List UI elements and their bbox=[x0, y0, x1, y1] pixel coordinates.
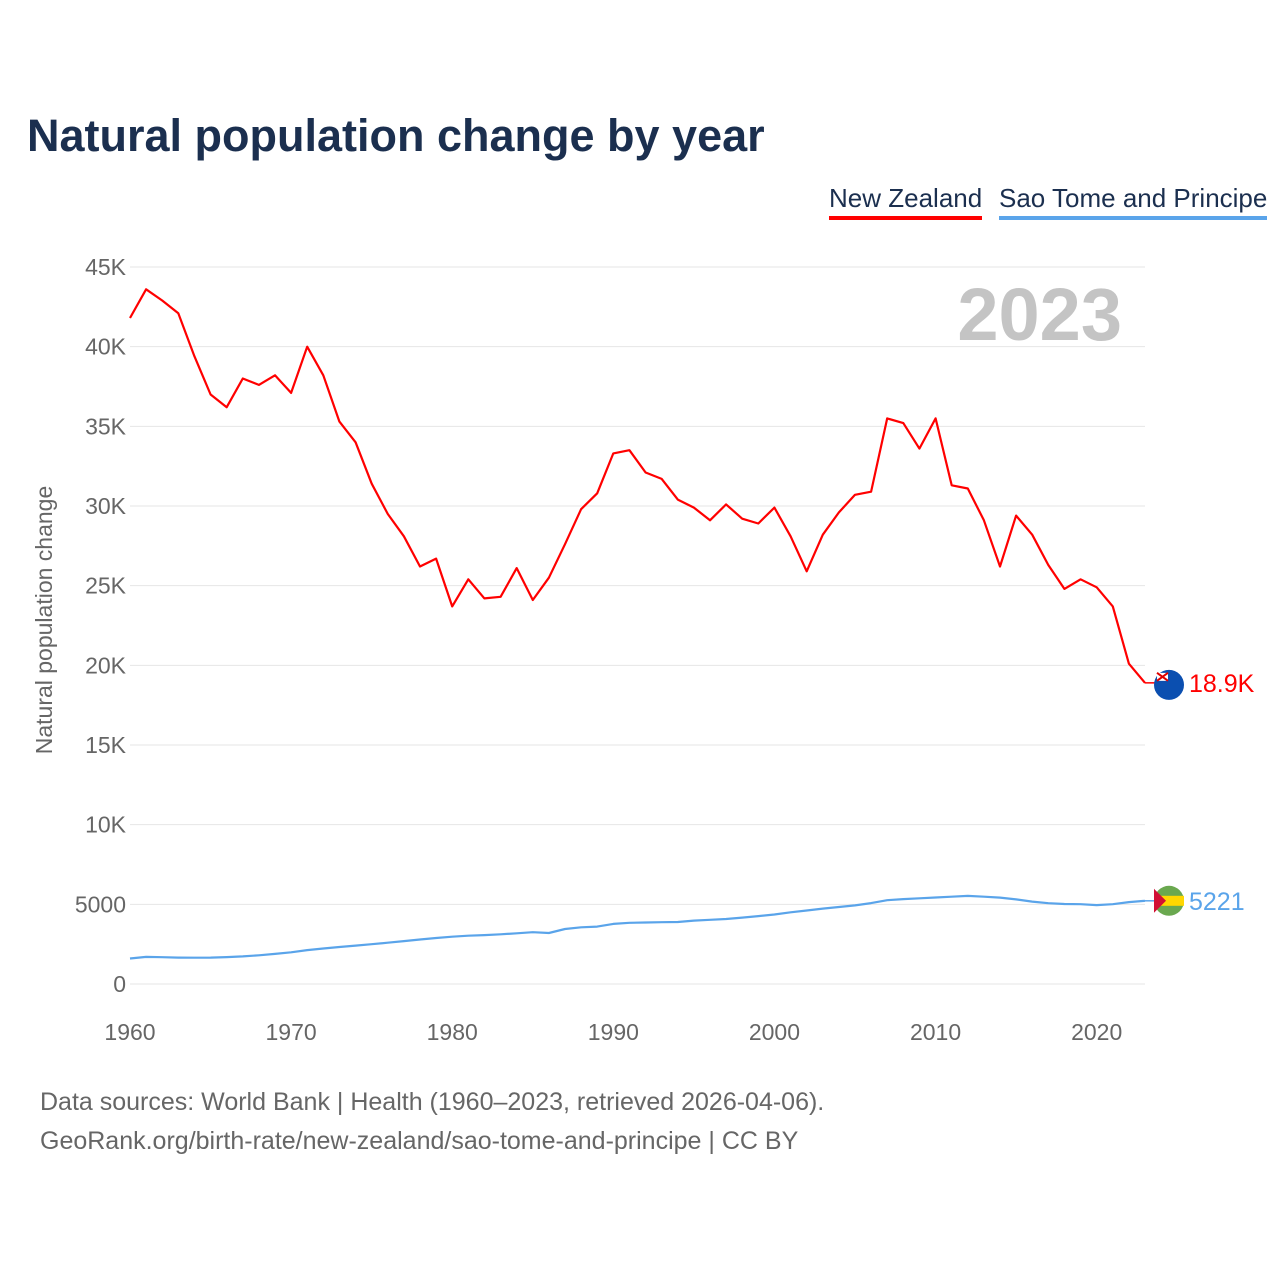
y-tick-label: 40K bbox=[85, 334, 127, 360]
legend-sao-tome-and-principe[interactable]: Sao Tome and Principe bbox=[999, 183, 1268, 220]
union-jack-cross-icon bbox=[1156, 672, 1169, 682]
x-tick-label: 2000 bbox=[749, 1019, 800, 1045]
x-tick-label: 2010 bbox=[910, 1019, 961, 1045]
y-tick-label: 0 bbox=[113, 971, 126, 997]
footer-sources: Data sources: World Bank | Health (1960–… bbox=[40, 1088, 825, 1116]
end-value-label: 5221 bbox=[1189, 888, 1245, 916]
end-value-label: 18.9K bbox=[1189, 670, 1255, 698]
y-tick-label: 10K bbox=[85, 812, 127, 838]
y-tick-label: 25K bbox=[85, 573, 127, 599]
y-tick-label: 15K bbox=[85, 732, 127, 758]
x-tick-label: 1990 bbox=[588, 1019, 639, 1045]
series-line-sao-tome-and-principe bbox=[129, 894, 1146, 960]
x-tick-label: 1970 bbox=[266, 1019, 317, 1045]
flag-triangle-icon bbox=[1154, 888, 1166, 913]
legend-new-zealand[interactable]: New Zealand bbox=[829, 183, 983, 220]
flag-stripe-icon bbox=[1154, 895, 1184, 906]
x-tick-label: 1980 bbox=[427, 1019, 478, 1045]
x-tick-label: 1960 bbox=[104, 1019, 155, 1045]
year-watermark: 2023 bbox=[957, 273, 1122, 356]
y-tick-label: 45K bbox=[85, 254, 127, 280]
y-tick-label: 20K bbox=[85, 652, 127, 678]
y-axis-label: Natural population change bbox=[31, 486, 57, 755]
series-line-new-zealand bbox=[129, 288, 1146, 684]
chart-title: Natural population change by year bbox=[27, 110, 765, 161]
x-tick-label: 2020 bbox=[1071, 1019, 1122, 1045]
footer-link[interactable]: GeoRank.org/birth-rate/new-zealand/sao-t… bbox=[40, 1127, 799, 1155]
y-tick-label: 5000 bbox=[75, 891, 126, 917]
y-tick-label: 30K bbox=[85, 493, 127, 519]
y-tick-label: 35K bbox=[85, 413, 127, 439]
